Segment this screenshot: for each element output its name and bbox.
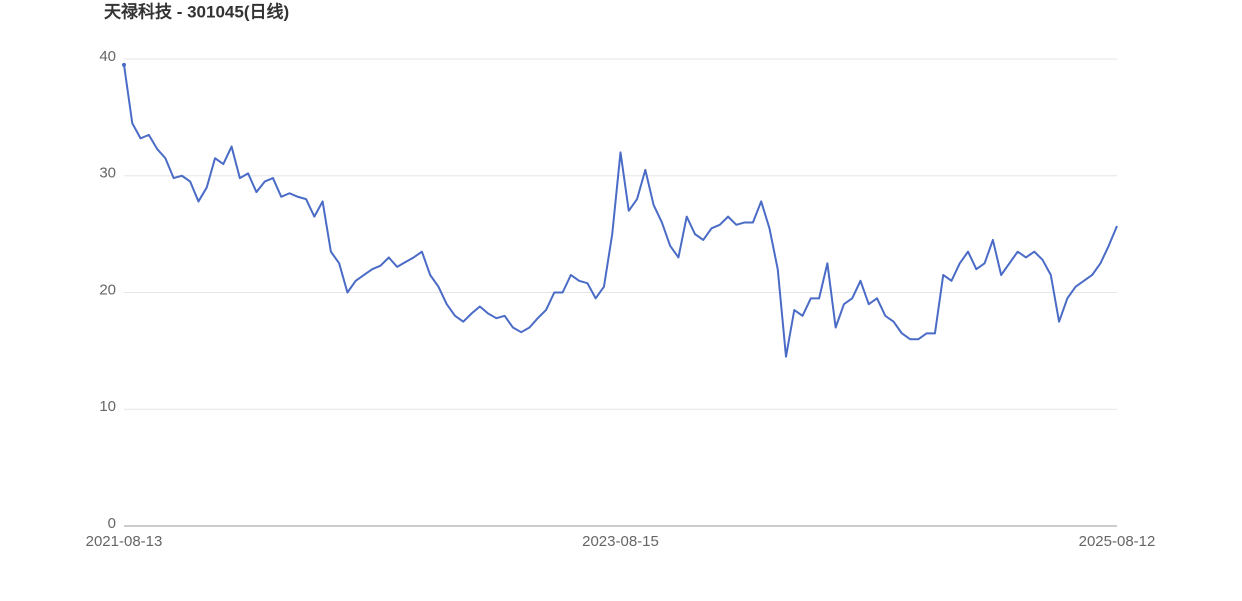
y-tick-label: 40: [99, 48, 116, 65]
y-tick-label: 10: [99, 398, 116, 415]
price-line: [123, 64, 1118, 358]
y-tick-label: 30: [99, 165, 116, 182]
chart-title: 天禄科技 - 301045(日线): [104, 1, 289, 21]
x-tick-label: 2021-08-13: [86, 533, 163, 550]
x-tick-label: 2023-08-15: [582, 533, 659, 550]
start-point: [122, 62, 126, 67]
x-tick-label: 2025-08-12: [1079, 533, 1156, 550]
y-tick-label: 0: [108, 515, 116, 532]
y-tick-label: 20: [99, 281, 116, 298]
